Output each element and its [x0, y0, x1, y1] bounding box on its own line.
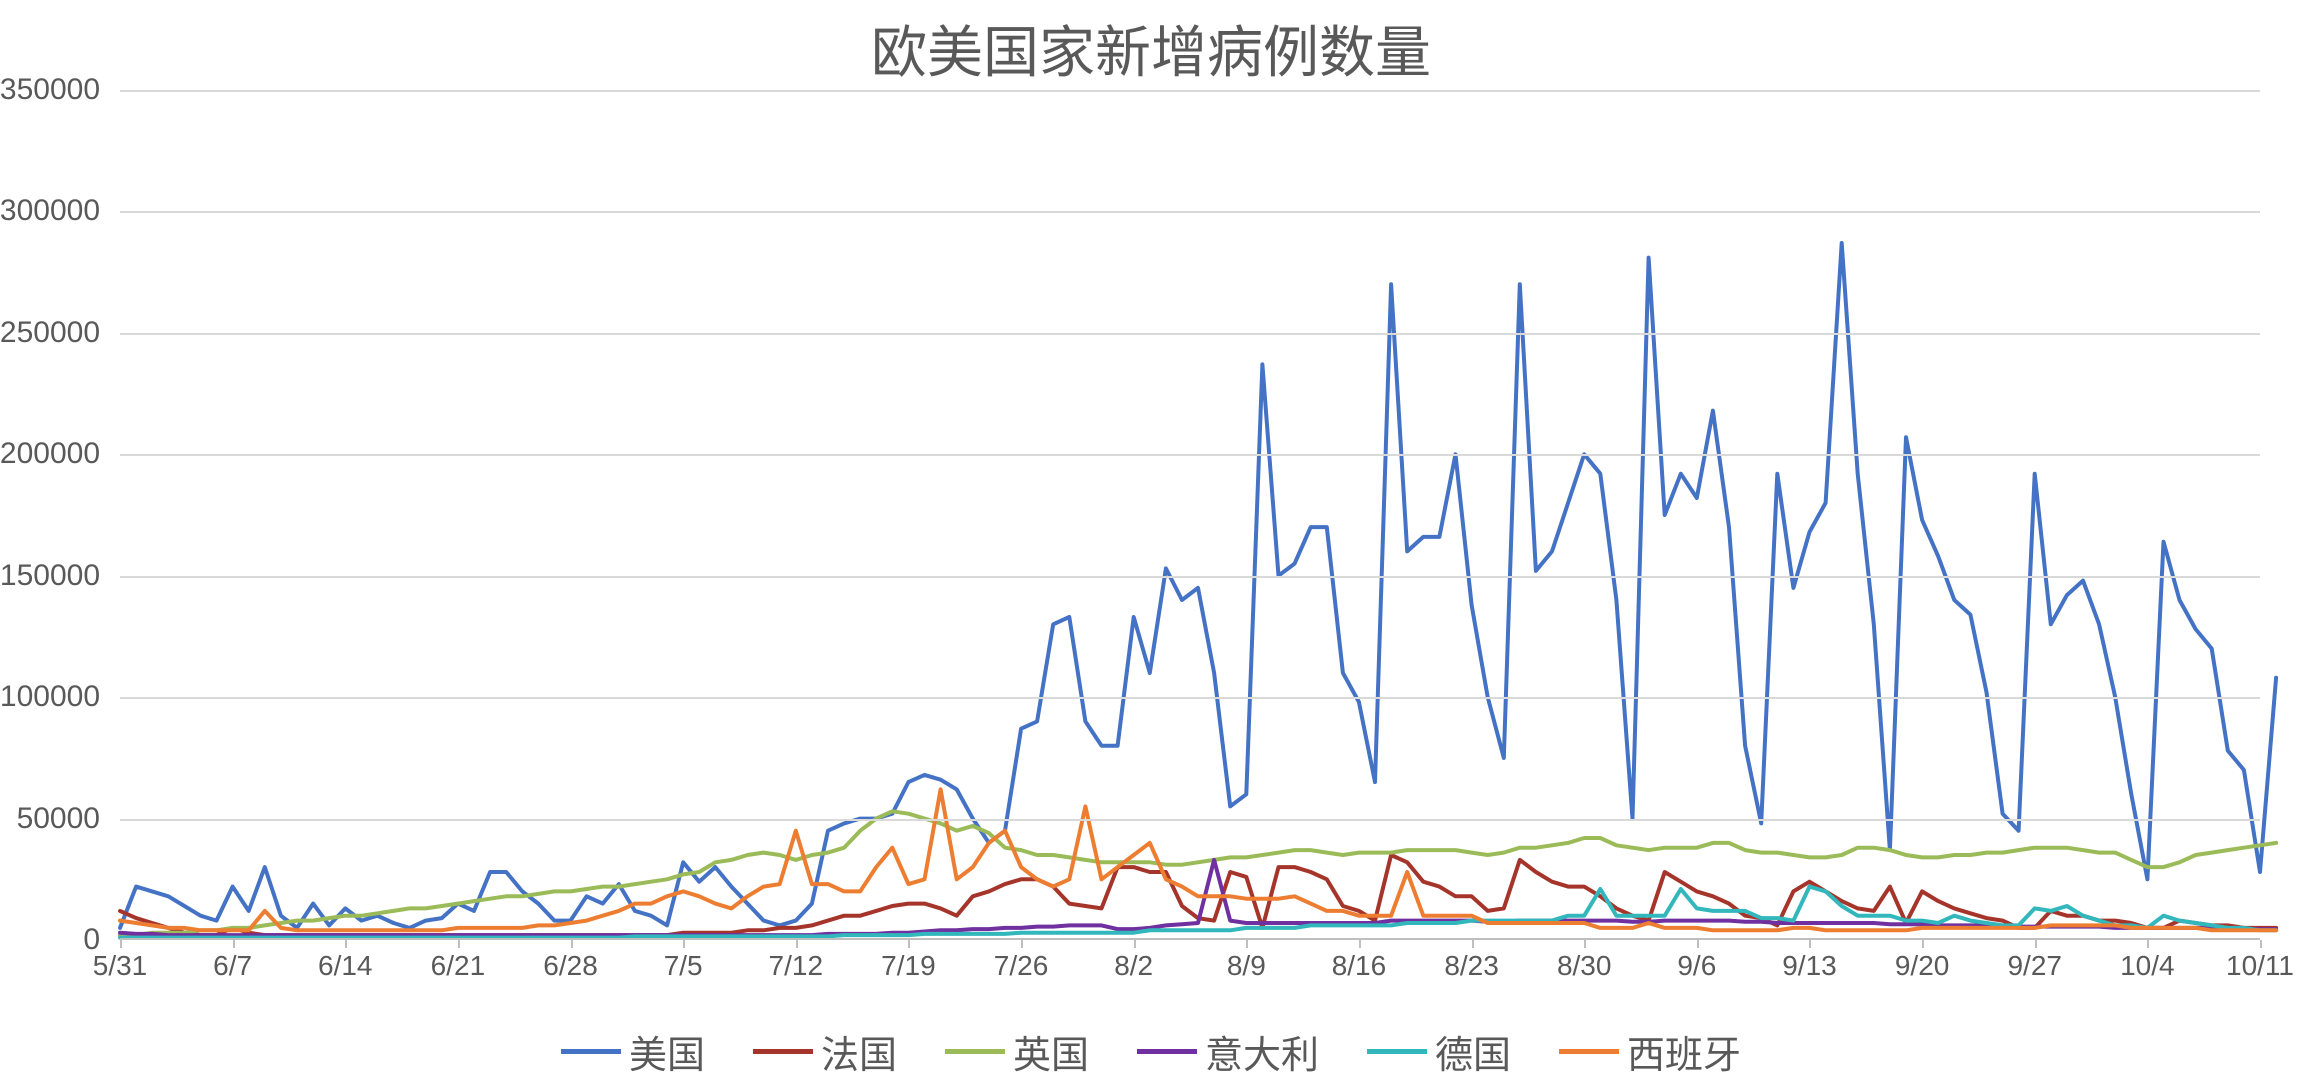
x-tick — [1584, 940, 1586, 948]
x-tick-label: 7/12 — [769, 950, 824, 982]
x-tick-label: 9/6 — [1677, 950, 1716, 982]
x-tick-label: 5/31 — [93, 950, 148, 982]
x-tick-label: 8/2 — [1114, 950, 1153, 982]
legend-swatch — [561, 1049, 621, 1054]
x-tick — [1134, 940, 1136, 948]
legend-label: 英国 — [1013, 1024, 1089, 1079]
x-tick-label: 8/23 — [1444, 950, 1499, 982]
x-tick — [908, 940, 910, 948]
plot-area — [120, 90, 2260, 940]
y-tick-label: 50000 — [17, 802, 100, 836]
x-tick-label: 9/20 — [1895, 950, 1950, 982]
x-tick-label: 6/7 — [213, 950, 252, 982]
x-tick-label: 9/27 — [2007, 950, 2062, 982]
y-tick-label: 350000 — [0, 73, 100, 107]
legend-swatch — [1367, 1049, 1427, 1054]
series-line — [120, 243, 2276, 928]
legend: 美国 法国 英国 意大利 德国 西班牙 — [0, 1024, 2302, 1079]
legend-item: 意大利 — [1137, 1024, 1319, 1079]
x-tick-label: 6/14 — [318, 950, 373, 982]
gridline — [120, 90, 2260, 92]
legend-item: 英国 — [945, 1024, 1089, 1079]
x-tick-label: 10/4 — [2120, 950, 2175, 982]
x-tick — [2147, 940, 2149, 948]
y-axis: 0500001000001500002000002500003000003500… — [0, 90, 110, 940]
legend-swatch — [1559, 1049, 1619, 1054]
x-tick-label: 10/11 — [2226, 950, 2294, 982]
x-tick — [1922, 940, 1924, 948]
x-tick — [2035, 940, 2037, 948]
x-tick — [458, 940, 460, 948]
legend-label: 美国 — [629, 1024, 705, 1079]
legend-item: 德国 — [1367, 1024, 1511, 1079]
x-tick-label: 8/16 — [1332, 950, 1387, 982]
x-tick — [683, 940, 685, 948]
legend-label: 德国 — [1435, 1024, 1511, 1079]
x-tick — [571, 940, 573, 948]
x-tick-label: 9/13 — [1782, 950, 1837, 982]
x-axis-line — [120, 938, 2260, 940]
legend-item: 法国 — [753, 1024, 897, 1079]
legend-label: 法国 — [821, 1024, 897, 1079]
x-tick — [1246, 940, 1248, 948]
x-tick-label: 7/5 — [664, 950, 703, 982]
y-tick-label: 150000 — [0, 559, 100, 593]
x-tick-label: 6/28 — [543, 950, 598, 982]
x-tick — [233, 940, 235, 948]
x-tick — [1809, 940, 1811, 948]
x-tick — [120, 940, 122, 948]
x-tick-label: 7/26 — [994, 950, 1049, 982]
chart-container: 欧美国家新增病例数量 05000010000015000020000025000… — [0, 0, 2302, 1085]
chart-title: 欧美国家新增病例数量 — [0, 8, 2302, 89]
x-tick — [796, 940, 798, 948]
x-tick-label: 6/21 — [431, 950, 486, 982]
x-tick-label: 8/9 — [1227, 950, 1266, 982]
gridline — [120, 333, 2260, 335]
y-tick-label: 250000 — [0, 316, 100, 350]
x-tick — [1697, 940, 1699, 948]
x-tick-label: 7/19 — [881, 950, 936, 982]
legend-item: 美国 — [561, 1024, 705, 1079]
gridline — [120, 819, 2260, 821]
y-tick-label: 100000 — [0, 680, 100, 714]
legend-swatch — [945, 1049, 1005, 1054]
legend-item: 西班牙 — [1559, 1024, 1741, 1079]
gridline — [120, 454, 2260, 456]
legend-swatch — [753, 1049, 813, 1054]
gridline — [120, 697, 2260, 699]
x-tick-label: 8/30 — [1557, 950, 1612, 982]
y-tick-label: 200000 — [0, 437, 100, 471]
line-series-svg — [120, 90, 2260, 940]
x-tick — [1359, 940, 1361, 948]
legend-label: 西班牙 — [1627, 1024, 1741, 1079]
y-tick-label: 300000 — [0, 194, 100, 228]
x-tick — [345, 940, 347, 948]
x-tick — [1472, 940, 1474, 948]
x-tick — [1021, 940, 1023, 948]
legend-swatch — [1137, 1049, 1197, 1054]
legend-label: 意大利 — [1205, 1024, 1319, 1079]
x-axis: 5/316/76/146/216/287/57/127/197/268/28/9… — [120, 950, 2260, 990]
gridline — [120, 576, 2260, 578]
x-tick — [2260, 940, 2262, 948]
gridline — [120, 211, 2260, 213]
